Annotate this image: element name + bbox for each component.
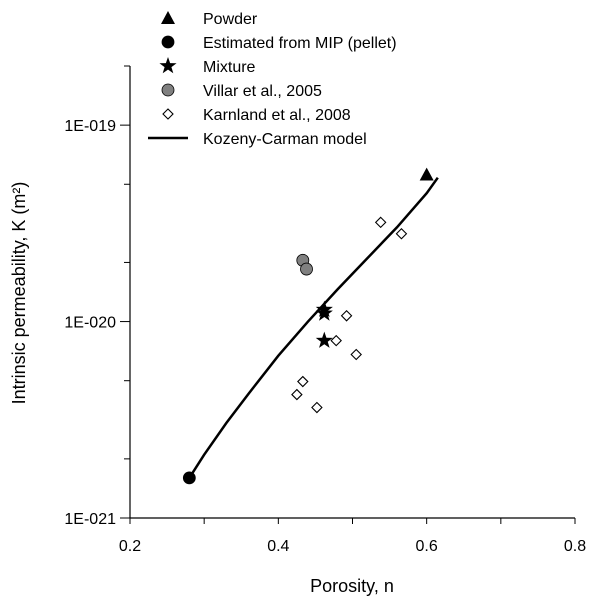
y-axis-title: Intrinsic permeability, K (m²)	[9, 182, 29, 405]
data-point	[311, 401, 323, 414]
data-point	[182, 471, 196, 485]
x-tick-label: 0.8	[564, 538, 586, 555]
data-point	[297, 375, 309, 388]
data-point	[340, 310, 353, 322]
legend-label: Mixture	[203, 59, 256, 76]
x-tick-label: 0.4	[267, 538, 289, 555]
data-point	[315, 331, 333, 348]
x-tick-label: 0.2	[119, 538, 141, 555]
x-tick-label: 0.6	[416, 538, 438, 555]
legend-label: Estimated from MIP (pellet)	[203, 35, 397, 52]
kozeny-carman-line	[188, 176, 439, 479]
x-axis-title: Porosity, n	[310, 576, 394, 596]
legend-label: Karnland et al., 2008	[203, 107, 351, 124]
plot-marks	[182, 167, 439, 485]
legend: Powder Estimated from MIP (pellet) Mixture…	[148, 11, 397, 148]
legend-marker	[159, 57, 177, 74]
legend-marker	[161, 83, 175, 97]
data-point	[419, 167, 434, 181]
legend-marker	[161, 11, 175, 24]
data-point	[300, 262, 313, 276]
y-tick-label: 1E-021	[64, 511, 116, 528]
y-tick-label: 1E-020	[64, 315, 116, 332]
data-point	[350, 348, 362, 361]
data-point	[291, 388, 303, 401]
data-point	[315, 304, 333, 321]
data-point	[374, 216, 387, 229]
axes: 0.2 0.4 0.6 0.8 1E-021 1E-020 1E-019	[64, 65, 586, 555]
legend-marker	[161, 35, 175, 49]
data-point	[395, 227, 408, 240]
legend-label: Powder	[203, 11, 258, 28]
y-tick-label: 1E-019	[64, 118, 116, 135]
legend-label: Kozeny-Carman model	[203, 131, 367, 148]
data-point	[330, 334, 342, 347]
legend-marker	[162, 108, 174, 120]
legend-label: Villar et al., 2005	[203, 83, 322, 100]
